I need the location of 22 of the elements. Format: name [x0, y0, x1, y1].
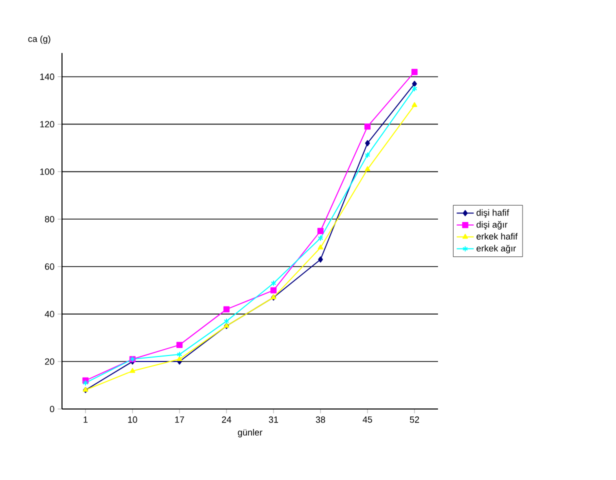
y-tick-label: 100: [40, 168, 54, 175]
x-tick-label: 24: [222, 416, 232, 423]
x-tick-label: 38: [316, 416, 326, 423]
legend-label: erkek ağır: [476, 244, 516, 254]
y-tick-label: 60: [45, 263, 54, 270]
x-tick-label: 1: [84, 416, 88, 423]
y-tick-label: 140: [40, 74, 54, 80]
legend-label: erkek hafif: [476, 232, 518, 240]
y-tick-label: 0: [50, 406, 54, 412]
y-tick-label: 40: [44, 310, 54, 318]
y-axis-title: ca (g): [28, 35, 50, 44]
x-tick-label: 17: [175, 416, 184, 423]
y-tick-label: 20: [45, 358, 54, 365]
y-tick-label: 120: [40, 121, 54, 128]
x-tick-label: 45: [362, 416, 372, 423]
x-tick-label: 52: [410, 416, 420, 423]
legend-label: dişi hafif: [476, 209, 510, 218]
x-tick-label: 10: [128, 416, 138, 423]
legend-label: dişi ağır: [476, 221, 508, 230]
x-axis-title: günler: [238, 428, 262, 438]
y-tick-label: 80: [44, 216, 54, 222]
x-tick-label: 31: [268, 416, 278, 423]
